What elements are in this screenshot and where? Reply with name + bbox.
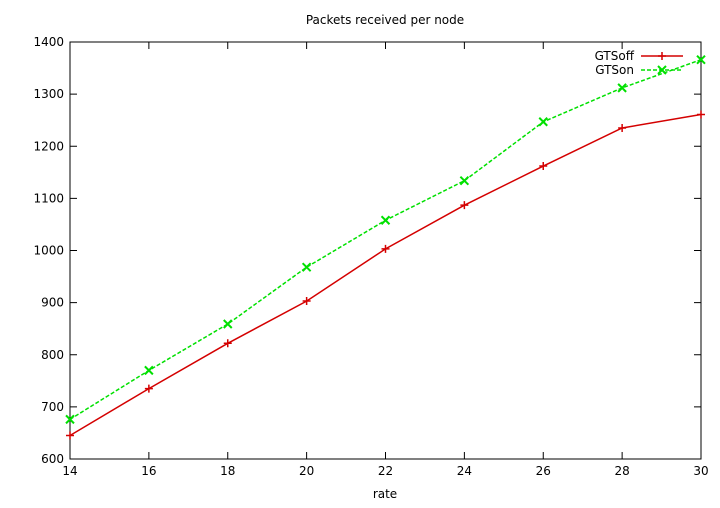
series-line-gtson [69, 58, 702, 421]
y-tick-label: 1100 [33, 191, 64, 205]
plot-area: 600 700 800 900 1000 1100 1200 1300 1400 14 16 18 20… [33, 35, 708, 478]
legend-marker-gtsoff [658, 52, 666, 60]
y-tick-label: 1400 [33, 35, 64, 49]
data-point-gtsoff [66, 431, 74, 440]
x-tick-label: 26 [536, 464, 551, 478]
y-tick-label: 1200 [33, 139, 64, 153]
legend-label-gtson: GTSon [595, 63, 634, 77]
x-tick-label: 28 [614, 464, 629, 478]
x-tick-label: 14 [62, 464, 77, 478]
x-tick-label: 22 [378, 464, 393, 478]
data-point-gtsoff [697, 110, 705, 119]
data-point-gtson [538, 117, 548, 127]
data-point-gtsoff [539, 162, 548, 171]
x-tick-label: 16 [141, 464, 156, 478]
data-point-gtson [144, 365, 154, 376]
legend-label-gtsoff: GTSoff [595, 49, 635, 63]
x-tick-label: 18 [220, 464, 235, 478]
series-line-gtsoff [69, 113, 702, 437]
data-point-gtson [301, 262, 312, 272]
y-tick-label: 1300 [33, 87, 64, 101]
data-point-gtson [696, 55, 706, 65]
data-point-gtsoff [381, 244, 390, 253]
data-point-gtsoff [223, 339, 232, 348]
data-point-gtsoff [302, 297, 311, 306]
legend-marker-gtson [657, 65, 667, 75]
y-tick-label: 800 [41, 348, 64, 362]
y-tick-label: 1000 [33, 244, 64, 258]
x-tick-label: 30 [693, 464, 708, 478]
data-point-gtson [65, 414, 75, 425]
data-point-gtsoff [460, 201, 469, 210]
data-point-gtsoff [618, 124, 627, 133]
x-tick-label: 24 [457, 464, 472, 478]
data-point-gtson [380, 215, 391, 225]
y-tick-label: 600 [41, 452, 64, 466]
x-axis-label: rate [373, 487, 397, 501]
data-point-gtson [617, 83, 627, 93]
x-tick-label: 20 [299, 464, 314, 478]
y-tick-label: 900 [41, 296, 64, 310]
data-point-gtsoff [144, 384, 153, 393]
chart-title: Packets received per node [306, 13, 464, 27]
y-tick-label: 700 [41, 400, 64, 414]
data-point-gtson [223, 319, 233, 329]
data-point-gtson [459, 175, 470, 186]
